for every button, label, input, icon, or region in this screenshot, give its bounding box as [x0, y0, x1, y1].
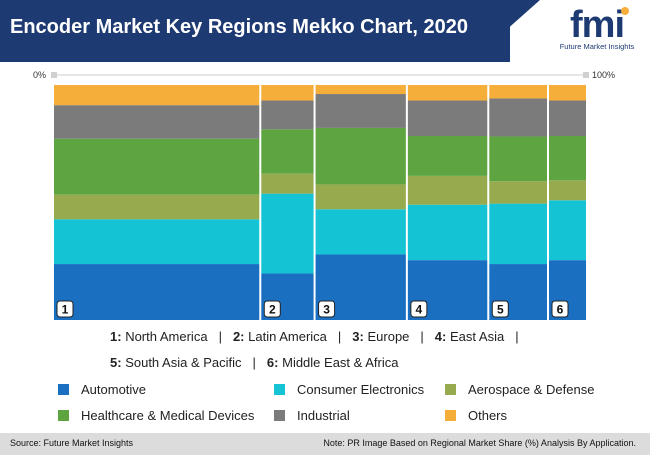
- legend-label: Consumer Electronics: [297, 382, 425, 397]
- mekko-segment-consumer-electronics-region-2: [261, 193, 314, 274]
- mekko-segment-consumer-electronics-region-5: [489, 203, 547, 265]
- fmi-logo-mark: fmi: [570, 4, 629, 46]
- mekko-segment-aerospace-defense-region-2: [261, 173, 314, 194]
- region-badge-label-1: 1: [62, 303, 69, 317]
- legend-item-industrial: Industrial: [274, 408, 350, 423]
- region-badge-6: [551, 300, 569, 318]
- region-name-2: Latin America: [248, 329, 327, 344]
- mekko-segment-aerospace-defense-region-1: [54, 194, 260, 220]
- legend-item-others: Others: [445, 408, 507, 423]
- mekko-segment-others-region-1: [54, 85, 260, 106]
- mekko-segment-consumer-electronics-region-6: [549, 200, 586, 261]
- logo-dot-icon: [621, 7, 629, 15]
- axis-right-label: 100%: [592, 70, 616, 80]
- mekko-segment-healthcare-medical-devices-region-4: [407, 135, 488, 176]
- legend-swatch: [274, 384, 285, 395]
- mekko-segment-others-region-3: [315, 85, 406, 95]
- region-badge-label-2: 2: [269, 303, 276, 317]
- legend-separator: |: [420, 329, 424, 344]
- mekko-segment-others-region-2: [261, 85, 314, 101]
- region-badge-label-3: 3: [323, 303, 330, 317]
- region-badge-3: [318, 300, 336, 318]
- chart-title: Encoder Market Key Regions Mekko Chart, …: [10, 16, 468, 38]
- region-number-4: 4:: [434, 329, 447, 344]
- region-name-1: North America: [125, 329, 208, 344]
- region-legend-line-2: 5: South Asia & Pacific | 6: Middle East &…: [110, 355, 398, 370]
- mekko-segment-automotive-region-1: [54, 264, 260, 320]
- region-badge-1: [56, 300, 74, 318]
- mekko-segment-consumer-electronics-region-3: [315, 209, 406, 255]
- region-number-5: 5:: [110, 355, 122, 370]
- region-badge-5: [491, 300, 509, 318]
- legend-label: Healthcare & Medical Devices: [81, 408, 255, 423]
- mekko-segment-others-region-5: [489, 85, 547, 99]
- mekko-segment-aerospace-defense-region-4: [407, 175, 488, 205]
- axis-tick-right: [583, 72, 589, 78]
- region-legend-line-1: 1: North America | 2: Latin America | 3: Eur…: [110, 329, 530, 344]
- region-name-5: South Asia & Pacific: [125, 355, 242, 370]
- mekko-segment-industrial-region-6: [549, 100, 586, 136]
- mekko-segment-healthcare-medical-devices-region-6: [549, 135, 586, 181]
- legend-swatch: [58, 410, 69, 421]
- mekko-segment-healthcare-medical-devices-region-3: [315, 127, 406, 185]
- legend-separator: |: [515, 329, 519, 344]
- region-badge-2: [263, 300, 281, 318]
- header-slant: [470, 0, 540, 62]
- region-number-2: 2:: [232, 329, 245, 344]
- header-banner: Encoder Market Key Regions Mekko Chart, …: [0, 0, 650, 62]
- region-number-3: 3:: [352, 329, 364, 344]
- legend-label: Automotive: [81, 382, 147, 397]
- region-badge-label-6: 6: [557, 303, 564, 317]
- mekko-segment-industrial-region-3: [315, 94, 406, 128]
- mekko-segment-healthcare-medical-devices-region-5: [489, 136, 547, 182]
- region-badge-label-4: 4: [416, 303, 423, 317]
- logo-tagline: Future Market Insights: [559, 42, 635, 51]
- mekko-segment-industrial-region-4: [407, 100, 488, 136]
- legend-label: Others: [468, 408, 508, 423]
- region-number-1: 1:: [110, 329, 122, 344]
- fmi-logo: fmi Future Market Insights: [548, 4, 646, 60]
- legend-label: Aerospace & Defense: [468, 382, 595, 397]
- mekko-segment-consumer-electronics-region-1: [54, 219, 260, 265]
- legend-item-automotive: Automotive: [58, 382, 146, 397]
- footer-bar: Source: Future Market Insights Note: PR …: [0, 433, 650, 455]
- mekko-segment-industrial-region-5: [489, 98, 547, 137]
- legend-separator: |: [218, 329, 222, 344]
- axis-left-label: 0%: [33, 70, 47, 80]
- mekko-segment-healthcare-medical-devices-region-2: [261, 129, 314, 174]
- legend-item-aerospace-defense: Aerospace & Defense: [445, 382, 594, 397]
- region-name-4: East Asia: [449, 329, 505, 344]
- logo-wordmark: fmi: [570, 4, 624, 44]
- legend-separator: |: [337, 329, 342, 344]
- note-text: Note: PR Image Based on Regional Market …: [323, 438, 636, 448]
- legend-item-consumer-electronics: Consumer Electronics: [274, 382, 424, 397]
- legend-separator: |: [252, 355, 256, 370]
- mekko-segment-aerospace-defense-region-6: [549, 180, 586, 201]
- legend-swatch: [58, 384, 69, 395]
- mekko-segment-aerospace-defense-region-3: [315, 184, 406, 210]
- region-badge-label-5: 5: [497, 303, 504, 317]
- header-bar: [0, 0, 510, 62]
- mekko-segment-industrial-region-1: [54, 105, 260, 139]
- legend-swatch: [274, 410, 285, 421]
- mekko-segment-others-region-4: [407, 85, 488, 101]
- mekko-segment-industrial-region-2: [261, 100, 314, 130]
- region-badge-4: [410, 300, 428, 318]
- legend-swatch: [445, 410, 456, 421]
- mekko-segment-aerospace-defense-region-5: [489, 181, 547, 204]
- region-name-3: Europe: [367, 329, 410, 344]
- source-text: Source: Future Market Insights: [10, 438, 134, 448]
- legend-swatch: [445, 384, 456, 395]
- legend-item-healthcare: Healthcare & Medical Devices: [58, 408, 254, 423]
- mekko-segment-others-region-6: [549, 85, 586, 101]
- region-number-6: 6:: [266, 355, 279, 370]
- legend-label: Industrial: [297, 408, 350, 423]
- region-name-6: Middle East & Africa: [282, 355, 399, 370]
- axis-tick-left: [51, 72, 57, 78]
- mekko-segment-consumer-electronics-region-4: [407, 204, 488, 261]
- mekko-segment-healthcare-medical-devices-region-1: [54, 138, 260, 195]
